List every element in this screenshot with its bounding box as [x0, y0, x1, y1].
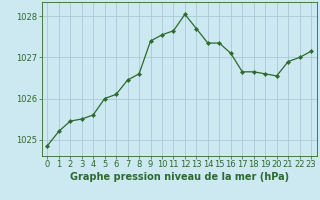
- X-axis label: Graphe pression niveau de la mer (hPa): Graphe pression niveau de la mer (hPa): [70, 172, 289, 182]
